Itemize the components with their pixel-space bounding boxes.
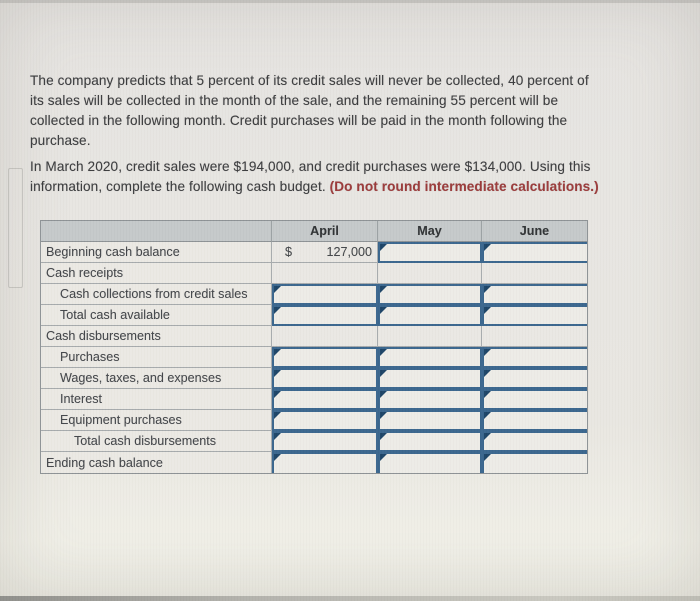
cell-corner-marker-icon [274, 307, 281, 314]
answer-input-cell[interactable] [482, 284, 587, 305]
table-row: Beginning cash balance $127,000 [41, 242, 587, 263]
amount-value: 127,000 [326, 245, 372, 259]
answer-input-cell[interactable] [482, 347, 587, 368]
answer-input-cell[interactable] [378, 389, 482, 410]
answer-input-cell[interactable] [482, 368, 587, 389]
answer-input-cell[interactable] [272, 452, 378, 473]
answer-input-cell[interactable] [272, 284, 378, 305]
cell-corner-marker-icon [380, 244, 387, 251]
cell-corner-marker-icon [274, 286, 281, 293]
cell-corner-marker-icon [274, 349, 281, 356]
cell-corner-marker-icon [484, 286, 491, 293]
answer-input-cell[interactable] [378, 242, 482, 263]
answer-input-cell[interactable] [482, 242, 587, 263]
empty-cell [272, 326, 378, 347]
answer-input-cell[interactable] [378, 347, 482, 368]
empty-cell [378, 263, 482, 284]
column-header-may: May [378, 221, 482, 242]
column-header-june: June [482, 221, 587, 242]
answer-input-cell[interactable] [378, 305, 482, 326]
cell-corner-marker-icon [380, 391, 387, 398]
intro-paragraph-1: The company predicts that 5 percent of i… [30, 72, 589, 148]
cell-corner-marker-icon [484, 370, 491, 377]
cell-corner-marker-icon [484, 391, 491, 398]
row-label: Equipment purchases [41, 410, 272, 431]
answer-input-cell[interactable] [482, 389, 587, 410]
cell-corner-marker-icon [380, 454, 387, 461]
empty-cell [482, 263, 587, 284]
answer-input-cell[interactable] [482, 305, 587, 326]
answer-input-cell[interactable] [378, 410, 482, 431]
cell-corner-marker-icon [380, 433, 387, 440]
empty-cell [378, 326, 482, 347]
row-label: Interest [41, 389, 272, 410]
row-label: Purchases [41, 347, 272, 368]
cell-corner-marker-icon [380, 370, 387, 377]
table-header-row: April May June [41, 221, 587, 242]
table-row: Cash disbursements [41, 326, 587, 347]
row-label: Cash disbursements [41, 326, 272, 347]
cell-corner-marker-icon [484, 412, 491, 419]
cell-corner-marker-icon [380, 286, 387, 293]
currency-symbol: $ [285, 245, 293, 259]
intro-paragraph-2: In March 2020, credit sales were $194,00… [30, 157, 606, 197]
cell-corner-marker-icon [274, 391, 281, 398]
answer-input-cell[interactable] [482, 452, 587, 473]
cell-corner-marker-icon [484, 307, 491, 314]
cell-corner-marker-icon [274, 454, 281, 461]
answer-input-cell[interactable] [482, 431, 587, 452]
cash-budget-table: April May June Beginning cash balance $127,0… [40, 220, 588, 474]
answer-input-cell[interactable] [272, 431, 378, 452]
answer-input-cell[interactable] [378, 284, 482, 305]
column-header-april: April [272, 221, 378, 242]
table-row: Equipment purchases [41, 410, 587, 431]
row-label: Total cash disbursements [41, 431, 272, 452]
cell-corner-marker-icon [484, 433, 491, 440]
answer-input-cell[interactable] [272, 389, 378, 410]
answer-input-cell[interactable] [378, 368, 482, 389]
table-row: Total cash available [41, 305, 587, 326]
photo-bottom-edge [0, 596, 700, 601]
row-label: Ending cash balance [41, 452, 272, 473]
cell-corner-marker-icon [484, 349, 491, 356]
answer-input-cell[interactable] [272, 410, 378, 431]
row-label: Cash receipts [41, 263, 272, 284]
cell-corner-marker-icon [274, 412, 281, 419]
amount-cell: $127,000 [272, 242, 378, 263]
empty-cell [482, 326, 587, 347]
left-edge-artifact [8, 168, 23, 288]
cell-corner-marker-icon [380, 412, 387, 419]
answer-input-cell[interactable] [378, 452, 482, 473]
table-row: Interest [41, 389, 587, 410]
answer-input-cell[interactable] [378, 431, 482, 452]
empty-cell [272, 263, 378, 284]
do-not-round-note: (Do not round intermediate calculations.… [329, 178, 599, 194]
row-label: Total cash available [41, 305, 272, 326]
table-row: Ending cash balance [41, 452, 587, 473]
answer-input-cell[interactable] [272, 305, 378, 326]
row-label: Beginning cash balance [41, 242, 272, 263]
cell-corner-marker-icon [274, 370, 281, 377]
row-label: Cash collections from credit sales [41, 284, 272, 305]
cell-corner-marker-icon [380, 307, 387, 314]
cell-corner-marker-icon [274, 433, 281, 440]
table-row: Purchases [41, 347, 587, 368]
answer-input-cell[interactable] [482, 410, 587, 431]
cell-corner-marker-icon [484, 454, 491, 461]
table-row: Cash collections from credit sales [41, 284, 587, 305]
header-corner-cell [41, 221, 272, 242]
row-label: Wages, taxes, and expenses [41, 368, 272, 389]
table-row: Wages, taxes, and expenses [41, 368, 587, 389]
table-row: Cash receipts [41, 263, 587, 284]
cell-corner-marker-icon [380, 349, 387, 356]
answer-input-cell[interactable] [272, 347, 378, 368]
intro-paragraph-2-text: In March 2020, credit sales were $194,00… [30, 158, 591, 194]
table-row: Total cash disbursements [41, 431, 587, 452]
photo-top-edge [0, 0, 700, 3]
answer-input-cell[interactable] [272, 368, 378, 389]
cell-corner-marker-icon [484, 244, 491, 251]
